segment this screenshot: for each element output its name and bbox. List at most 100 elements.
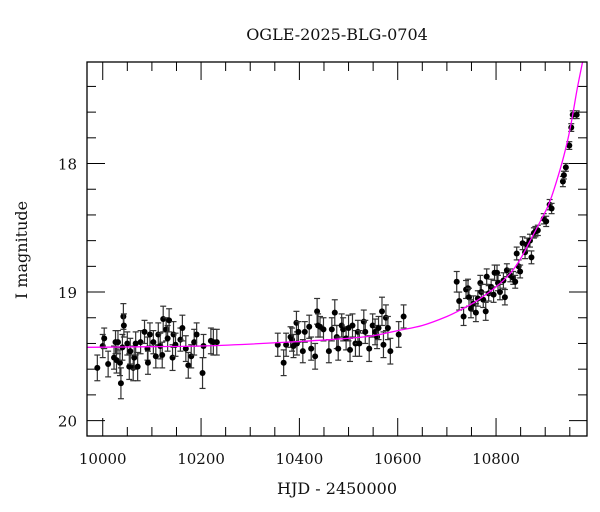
- data-point: [349, 313, 356, 338]
- data-marker: [134, 363, 141, 370]
- data-marker: [560, 172, 567, 179]
- data-marker: [548, 205, 555, 212]
- data-marker: [566, 142, 573, 149]
- data-point: [320, 317, 327, 342]
- data-point: [116, 349, 123, 377]
- tick-labels: 10000 10200 10400 10600 10800 18 19 20: [58, 156, 520, 468]
- data-marker: [335, 345, 342, 352]
- data-marker: [559, 178, 566, 185]
- data-point: [283, 332, 290, 357]
- x-axis-label: HJD - 2450000: [277, 479, 397, 498]
- data-marker: [490, 291, 497, 298]
- data-marker: [360, 318, 367, 325]
- plot-frame: [86, 61, 588, 437]
- data-marker: [114, 339, 121, 346]
- data-marker: [325, 348, 332, 355]
- data-marker: [150, 339, 157, 346]
- x-tick-label: 10800: [472, 450, 520, 468]
- data-marker: [453, 278, 460, 285]
- data-point: [513, 246, 520, 261]
- data-point: [179, 314, 186, 342]
- data-marker: [159, 352, 166, 359]
- data-marker: [185, 362, 192, 369]
- data-marker: [144, 359, 151, 366]
- data-marker: [116, 359, 123, 366]
- data-point: [560, 170, 567, 180]
- data-point: [483, 268, 490, 285]
- data-marker: [105, 361, 112, 368]
- data-point: [111, 345, 118, 370]
- data-point: [213, 328, 220, 356]
- data-marker: [152, 353, 159, 360]
- data-marker: [328, 326, 335, 333]
- data-marker: [146, 331, 153, 338]
- data-point: [301, 321, 308, 343]
- data-point: [312, 342, 319, 370]
- data-marker: [375, 325, 382, 332]
- data-marker: [356, 340, 363, 347]
- data-marker: [354, 328, 361, 335]
- data-marker: [132, 340, 139, 347]
- data-marker: [137, 339, 144, 346]
- data-marker: [366, 345, 373, 352]
- y-axis-label: I magnitude: [12, 201, 31, 299]
- data-marker: [131, 354, 138, 361]
- data-marker: [380, 341, 387, 348]
- data-marker: [460, 313, 467, 320]
- data-marker: [295, 328, 302, 335]
- data-point: [299, 339, 306, 364]
- data-point: [501, 288, 508, 306]
- data-marker: [384, 325, 391, 332]
- data-marker: [182, 345, 189, 352]
- data-point: [120, 313, 127, 338]
- data-marker: [400, 313, 407, 320]
- data-marker: [179, 325, 186, 332]
- data-marker: [101, 335, 108, 342]
- model-curve-group: [87, 62, 584, 348]
- data-point: [356, 330, 363, 357]
- data-marker: [395, 331, 402, 338]
- data-point: [124, 331, 131, 356]
- data-marker: [141, 328, 148, 335]
- data-point: [199, 357, 206, 390]
- data-marker: [124, 340, 131, 347]
- data-marker: [369, 322, 376, 329]
- data-marker: [193, 331, 200, 338]
- data-point: [543, 215, 550, 228]
- x-tick-label: 10400: [276, 450, 324, 468]
- data-marker: [191, 339, 198, 346]
- data-marker: [164, 335, 171, 342]
- data-point: [150, 330, 157, 355]
- data-marker: [120, 322, 127, 329]
- data-marker: [166, 317, 173, 324]
- data-marker: [477, 280, 484, 287]
- data-marker: [362, 328, 369, 335]
- data-marker: [387, 348, 394, 355]
- data-point: [460, 306, 467, 327]
- data-marker: [94, 364, 101, 371]
- data-point: [477, 274, 484, 292]
- data-marker: [199, 370, 206, 377]
- data-point: [314, 297, 321, 325]
- data-marker: [501, 294, 508, 301]
- data-point: [274, 332, 281, 357]
- data-marker: [480, 296, 487, 303]
- data-marker: [378, 308, 385, 315]
- data-marker: [301, 328, 308, 335]
- data-point: [185, 351, 192, 379]
- data-marker: [283, 341, 290, 348]
- data-point: [573, 110, 580, 120]
- x-tick-label: 10600: [374, 450, 422, 468]
- data-point: [331, 299, 338, 327]
- data-point: [335, 336, 342, 361]
- data-point: [528, 250, 535, 265]
- data-marker: [512, 278, 519, 285]
- x-tick-label: 10200: [177, 450, 225, 468]
- data-point: [94, 354, 101, 382]
- data-point: [325, 339, 332, 364]
- data-point: [517, 264, 524, 279]
- data-point: [375, 315, 382, 341]
- data-point: [340, 317, 347, 342]
- data-marker: [494, 269, 501, 276]
